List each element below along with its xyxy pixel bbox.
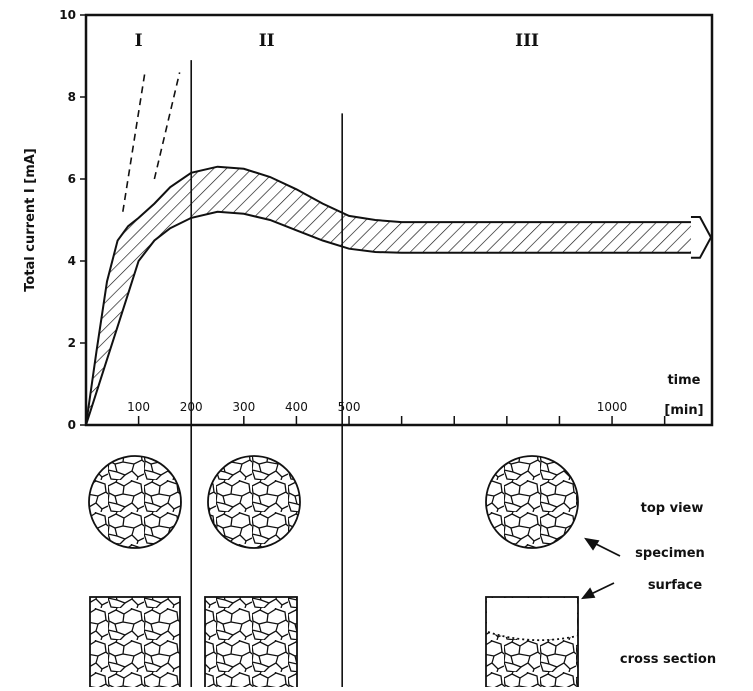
y-tick-label: 4: [68, 254, 76, 268]
arrow-head: [581, 587, 596, 600]
x-tick-label: 500: [338, 400, 361, 414]
x-tick-label: 100: [127, 400, 150, 414]
y-tick-label: 2: [68, 336, 76, 350]
x-axis-label: time: [667, 373, 700, 388]
band-upper-edge: [85, 165, 691, 426]
band-lower-edge: [85, 210, 691, 426]
specimen-sketches: [88, 455, 621, 690]
arrow: [588, 582, 615, 596]
plot-frame: [84, 13, 714, 427]
x-tick-label: 1000: [597, 400, 628, 414]
cross-section-2: [204, 596, 298, 690]
x-tick-label: 300: [232, 400, 255, 414]
x-tick-label: 400: [285, 400, 308, 414]
region-label: I: [135, 31, 143, 51]
dashed-extrapolation: [122, 72, 146, 212]
dashed-extrapolation: [153, 72, 181, 180]
y-tick-label: 8: [68, 90, 76, 104]
y-tick-label: 6: [68, 172, 76, 186]
band-fill: [86, 166, 691, 425]
x-axis-unit: [min]: [664, 403, 703, 418]
cross-section-1: [89, 596, 181, 690]
y-axis-label: Total current I [mA]: [23, 148, 38, 292]
specimen-label: specimen: [635, 546, 705, 561]
top-view-label: top view: [641, 501, 704, 516]
y-tick-label: 10: [59, 8, 76, 22]
removed-layer: [487, 598, 577, 641]
region-label: II: [259, 31, 275, 51]
top-view-2: [207, 455, 301, 549]
top-view-1: [88, 455, 182, 549]
arrow-head: [584, 537, 600, 551]
region-label: III: [515, 31, 539, 51]
top-view-3: [485, 455, 579, 549]
cross-section-label: cross section: [620, 652, 716, 667]
dotted-surface: [487, 631, 578, 642]
continuation-arrow: [690, 216, 713, 259]
surface-label: surface: [648, 578, 703, 593]
y-tick-label: 0: [68, 418, 76, 432]
